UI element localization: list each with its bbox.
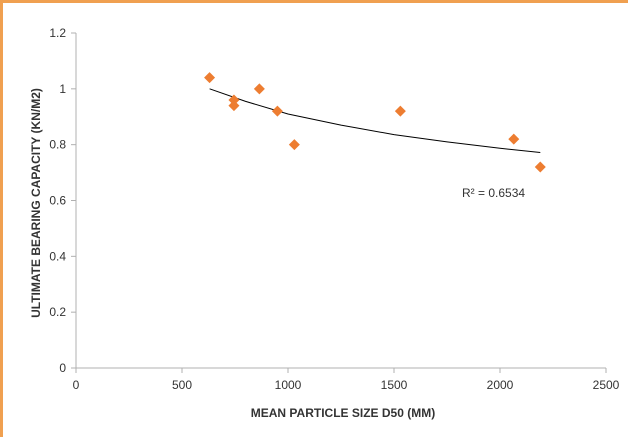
y-tick-label: 0.2 — [49, 305, 66, 319]
data-point — [394, 105, 406, 117]
y-tick-label: 0 — [59, 361, 66, 375]
y-tick-labels: 0 0.2 0.4 0.6 0.8 1 1.2 — [49, 26, 66, 375]
y-tick-label: 1 — [59, 82, 66, 96]
data-point — [253, 83, 265, 95]
r-squared-label: R² = 0.6534 — [462, 186, 525, 200]
data-point — [228, 100, 240, 112]
y-tick-label: 0.8 — [49, 138, 66, 152]
data-points — [204, 72, 546, 173]
data-point — [228, 94, 240, 106]
data-point — [288, 139, 300, 151]
data-point — [534, 161, 546, 173]
data-point — [508, 133, 520, 145]
data-point — [204, 72, 216, 84]
x-tick-label: 1000 — [275, 378, 302, 392]
y-tick-label: 0.6 — [49, 194, 66, 208]
x-tick-labels: 0 500 1000 1500 2000 2500 — [73, 378, 620, 392]
y-tick-label: 0.4 — [49, 249, 66, 263]
data-point — [271, 105, 283, 117]
y-axis-title: ULTIMATE BEARING CAPACITY (KN/M2) — [29, 88, 43, 318]
axes — [71, 32, 607, 373]
x-tick-label: 0 — [73, 378, 80, 392]
x-tick-label: 500 — [172, 378, 192, 392]
trendline — [209, 88, 541, 153]
x-axis-title: MEAN PARTICLE SIZE D50 (MM) — [251, 406, 435, 420]
x-tick-label: 2500 — [593, 378, 620, 392]
x-tick-label: 2000 — [487, 378, 514, 392]
y-tick-label: 1.2 — [49, 26, 66, 40]
x-tick-label: 1500 — [381, 378, 408, 392]
